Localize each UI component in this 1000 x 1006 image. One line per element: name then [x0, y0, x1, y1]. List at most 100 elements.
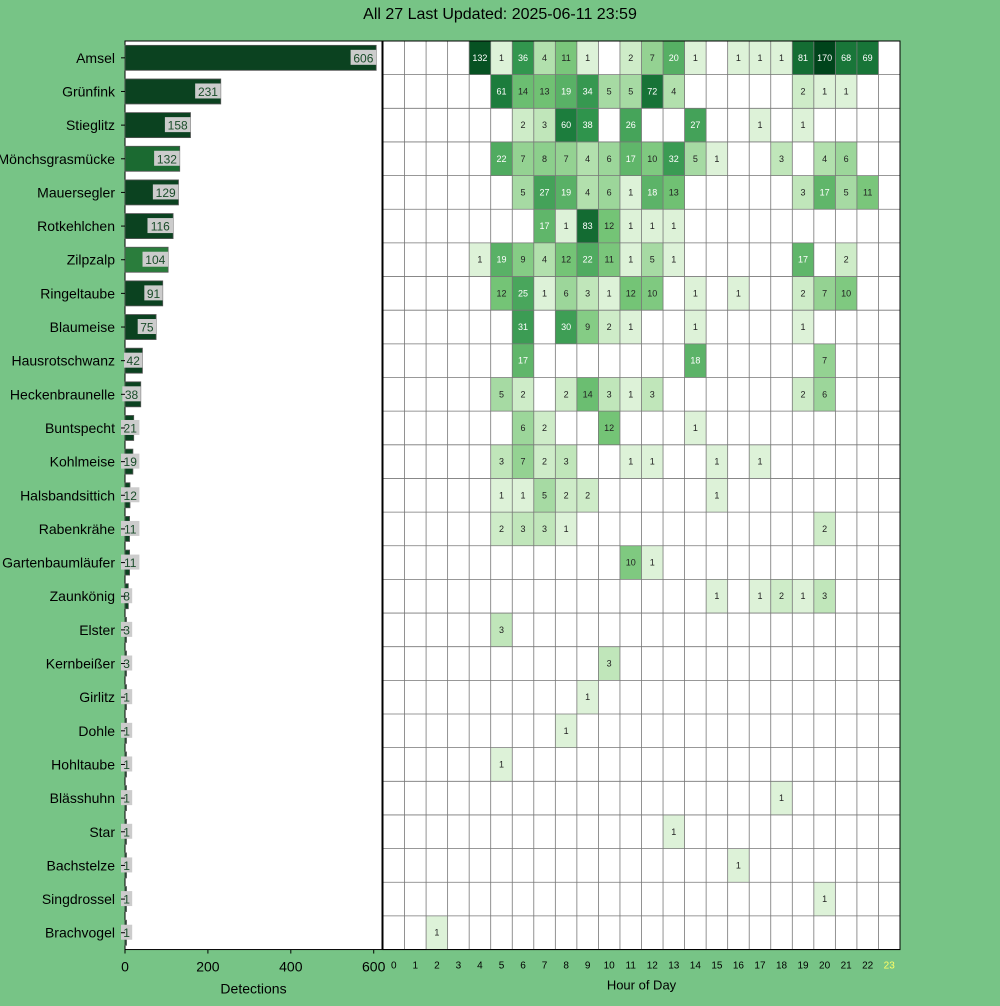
hour-tick-label: 15 — [711, 961, 723, 972]
bar-x-axis-label: Detections — [220, 981, 286, 997]
heatmap-cell — [727, 41, 750, 75]
heatmap-cell — [533, 74, 556, 109]
bar-value-label: 3 — [123, 657, 130, 671]
hour-tick-label: 19 — [798, 961, 810, 972]
heatmap-cell — [663, 175, 685, 210]
heatmap-cell-label: 1 — [671, 827, 676, 837]
heatmap-cell — [490, 747, 513, 782]
heatmap-cell-label: 22 — [583, 255, 593, 265]
heatmap-cell-label: 5 — [499, 389, 504, 399]
bar-value-label: 158 — [168, 119, 188, 133]
heatmap-cell — [684, 411, 707, 445]
bar-value-label-bg — [154, 150, 180, 166]
heatmap-cell — [598, 141, 620, 176]
heatmap-cell — [576, 41, 599, 75]
species-label: Mönchsgrasmücke — [0, 151, 115, 167]
heatmap-cell-label: 12 — [561, 255, 571, 265]
species-label: Grünfink — [62, 83, 116, 99]
heatmap-cell-label: 22 — [496, 154, 506, 164]
heatmap-cell — [684, 343, 707, 378]
heatmap-cell — [555, 74, 577, 109]
heatmap-cell — [598, 74, 620, 109]
heatmap-cell-label: 1 — [779, 53, 784, 63]
species-label: Blaumeise — [50, 319, 116, 335]
heatmap-cell — [598, 310, 620, 344]
heatmap-cell-label: 38 — [583, 120, 593, 130]
heatmap-cell-label: 36 — [518, 53, 528, 63]
heatmap-cell — [684, 108, 707, 142]
heatmap-cell — [856, 41, 879, 75]
heatmap-cell-label: 8 — [542, 154, 547, 164]
heatmap-cell-label: 81 — [798, 53, 808, 63]
hour-tick-label: 18 — [776, 961, 788, 972]
heatmap-cell-label: 1 — [607, 288, 612, 298]
heatmap-cell-label: 1 — [693, 53, 698, 63]
heatmap-cell — [512, 141, 534, 176]
heatmap-cell-label: 5 — [693, 154, 698, 164]
heatmap-border — [382, 40, 901, 951]
bar-value-label-bg — [121, 520, 140, 536]
heatmap-cell-label: 17 — [540, 221, 550, 231]
species-label: Blässhuhn — [50, 790, 115, 806]
hour-tick-label: 20 — [819, 961, 831, 972]
hour-tick-label: 12 — [647, 961, 659, 972]
heatmap-cell — [641, 141, 664, 176]
bar — [124, 44, 377, 71]
heatmap-cell-label: 4 — [585, 154, 590, 164]
heatmap-cell-label: 30 — [561, 322, 571, 332]
heatmap-cell-label: 1 — [671, 255, 676, 265]
heatmap-cell — [770, 579, 793, 614]
heatmap-cell-label: 1 — [822, 86, 827, 96]
heatmap-cell — [490, 141, 513, 176]
heatmap-cell-label: 10 — [841, 288, 851, 298]
species-label: Halsbandsittich — [20, 487, 115, 503]
heatmap-cell — [792, 579, 814, 614]
heatmap-cell — [792, 74, 814, 109]
heatmap-cell — [813, 579, 836, 614]
heatmap-cell — [512, 444, 534, 479]
heatmap-cell — [490, 512, 513, 546]
bar-value-label: 1 — [123, 792, 130, 806]
heatmap-cell — [835, 175, 857, 210]
heatmap-cell — [706, 141, 728, 176]
heatmap-cell-label: 3 — [542, 524, 547, 534]
heatmap-cell — [663, 209, 685, 243]
bar-value-label-bg — [121, 655, 133, 671]
bar-value-label: 19 — [124, 455, 138, 469]
heatmap-cell — [490, 242, 513, 277]
heatmap-cell-label: 2 — [499, 524, 504, 534]
heatmap-cell-label: 4 — [671, 86, 676, 96]
heatmap-cell-label: 11 — [605, 255, 614, 265]
heatmap-cell-label: 1 — [736, 53, 741, 63]
heatmap-cell — [706, 444, 728, 479]
heatmap-cell — [555, 108, 577, 142]
species-label: Girlitz — [79, 689, 115, 705]
bar-value-label: 606 — [353, 51, 373, 65]
bar-value-label-bg — [121, 487, 140, 503]
heatmap-cell — [792, 41, 814, 75]
heatmap-cell — [533, 209, 556, 243]
heatmap-cell-label: 3 — [650, 389, 655, 399]
heatmap-cell-label: 6 — [822, 389, 827, 399]
hour-tick-label: 17 — [754, 961, 766, 972]
heatmap-cell-label: 170 — [817, 53, 832, 63]
heatmap-cell — [684, 41, 707, 75]
bar-value-label: 75 — [140, 321, 154, 335]
bar-value-label: 42 — [127, 354, 141, 368]
heatmap-cell-label: 14 — [518, 86, 528, 96]
heatmap-cell-label: 9 — [585, 322, 590, 332]
heatmap-cell — [749, 108, 771, 142]
heatmap-cell-label: 1 — [434, 928, 439, 938]
heatmap-cell-label: 1 — [628, 389, 633, 399]
heatmap-cell — [663, 141, 685, 176]
x-tick-label: 0 — [121, 959, 129, 975]
heatmap-cell-label: 1 — [757, 457, 762, 467]
heatmap-cell-label: 3 — [607, 389, 612, 399]
heatmap-cell-label: 34 — [583, 86, 593, 96]
heatmap-cell-label: 1 — [736, 860, 741, 870]
heatmap-cell-label: 2 — [801, 86, 806, 96]
heatmap-cell-label: 1 — [822, 894, 827, 904]
species-label: Elster — [79, 622, 115, 638]
heatmap-cell — [576, 108, 599, 142]
heatmap-cell — [555, 377, 577, 412]
